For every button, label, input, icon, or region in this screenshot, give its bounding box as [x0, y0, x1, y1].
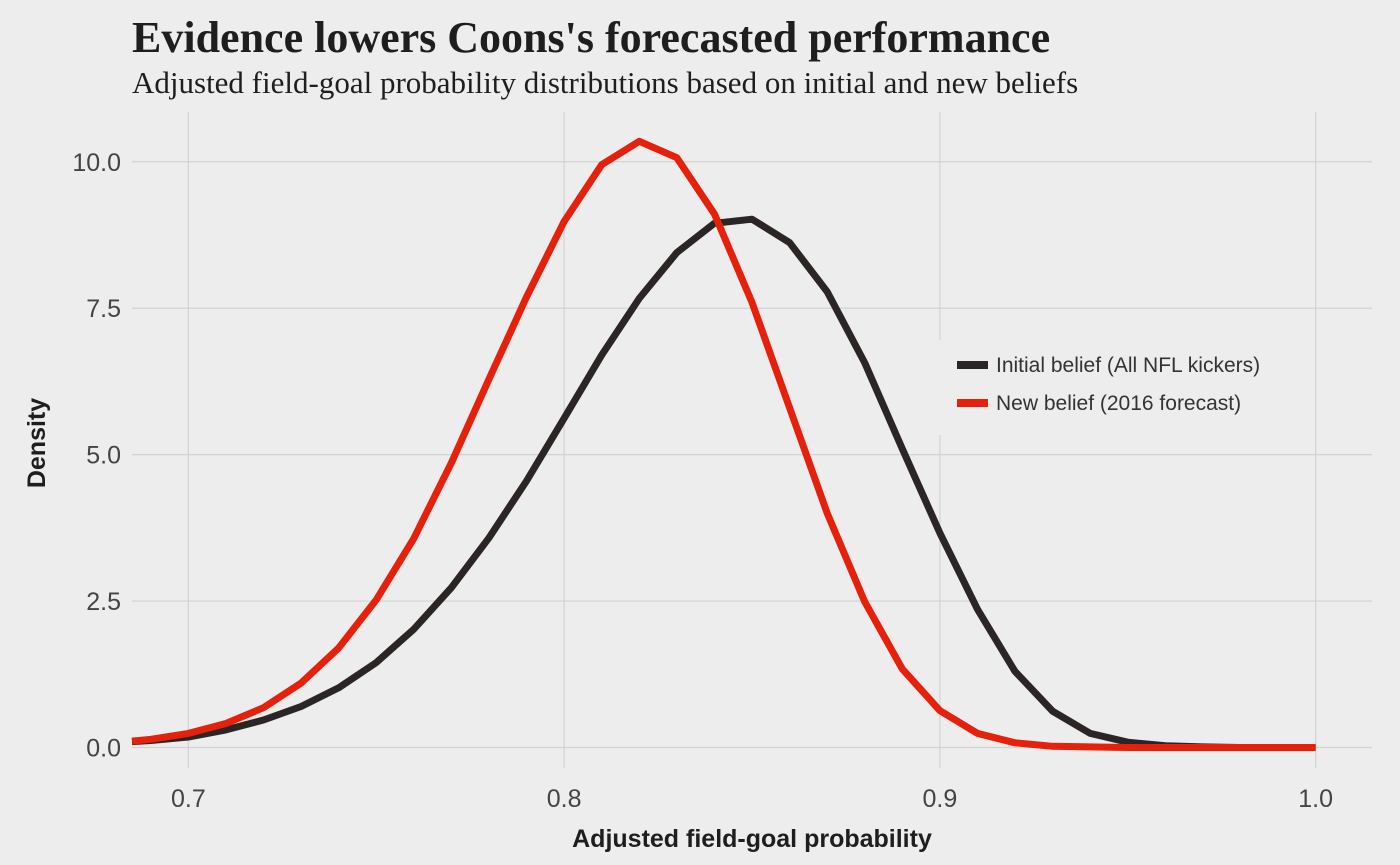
series-line-new-belief [131, 137, 1316, 751]
y-tick-label: 2.5 [86, 588, 121, 616]
series-layer [131, 137, 1316, 751]
y-tick-label: 10.0 [72, 149, 121, 177]
legend-background [938, 340, 1310, 435]
legend-label-new-belief: New belief (2016 forecast) [996, 392, 1241, 415]
x-tick-label: 0.9 [922, 785, 957, 813]
y-tick-label: 5.0 [86, 442, 121, 470]
x-tick-label: 1.0 [1298, 785, 1333, 813]
y-tick-label: 0.0 [86, 735, 121, 763]
legend-label-initial-belief: Initial belief (All NFL kickers) [996, 354, 1260, 377]
x-tick-label: 0.7 [171, 785, 206, 813]
chart-subtitle: Adjusted field-goal probability distribu… [132, 65, 1078, 100]
tick-layer: 0.0 2.5 5.0 7.5 10.0 0.7 0.8 0.9 1.0 [72, 149, 1333, 813]
chart-title: Evidence lowers Coons's forecasted perfo… [132, 13, 1050, 62]
legend: Initial belief (All NFL kickers) New bel… [938, 340, 1310, 435]
x-axis-title: Adjusted field-goal probability [572, 825, 932, 853]
y-axis-title: Density [23, 398, 51, 488]
x-tick-label: 0.8 [547, 785, 582, 813]
series-line-initial-belief [131, 215, 1316, 751]
grid-layer [132, 112, 1372, 768]
y-tick-label: 7.5 [86, 295, 121, 323]
